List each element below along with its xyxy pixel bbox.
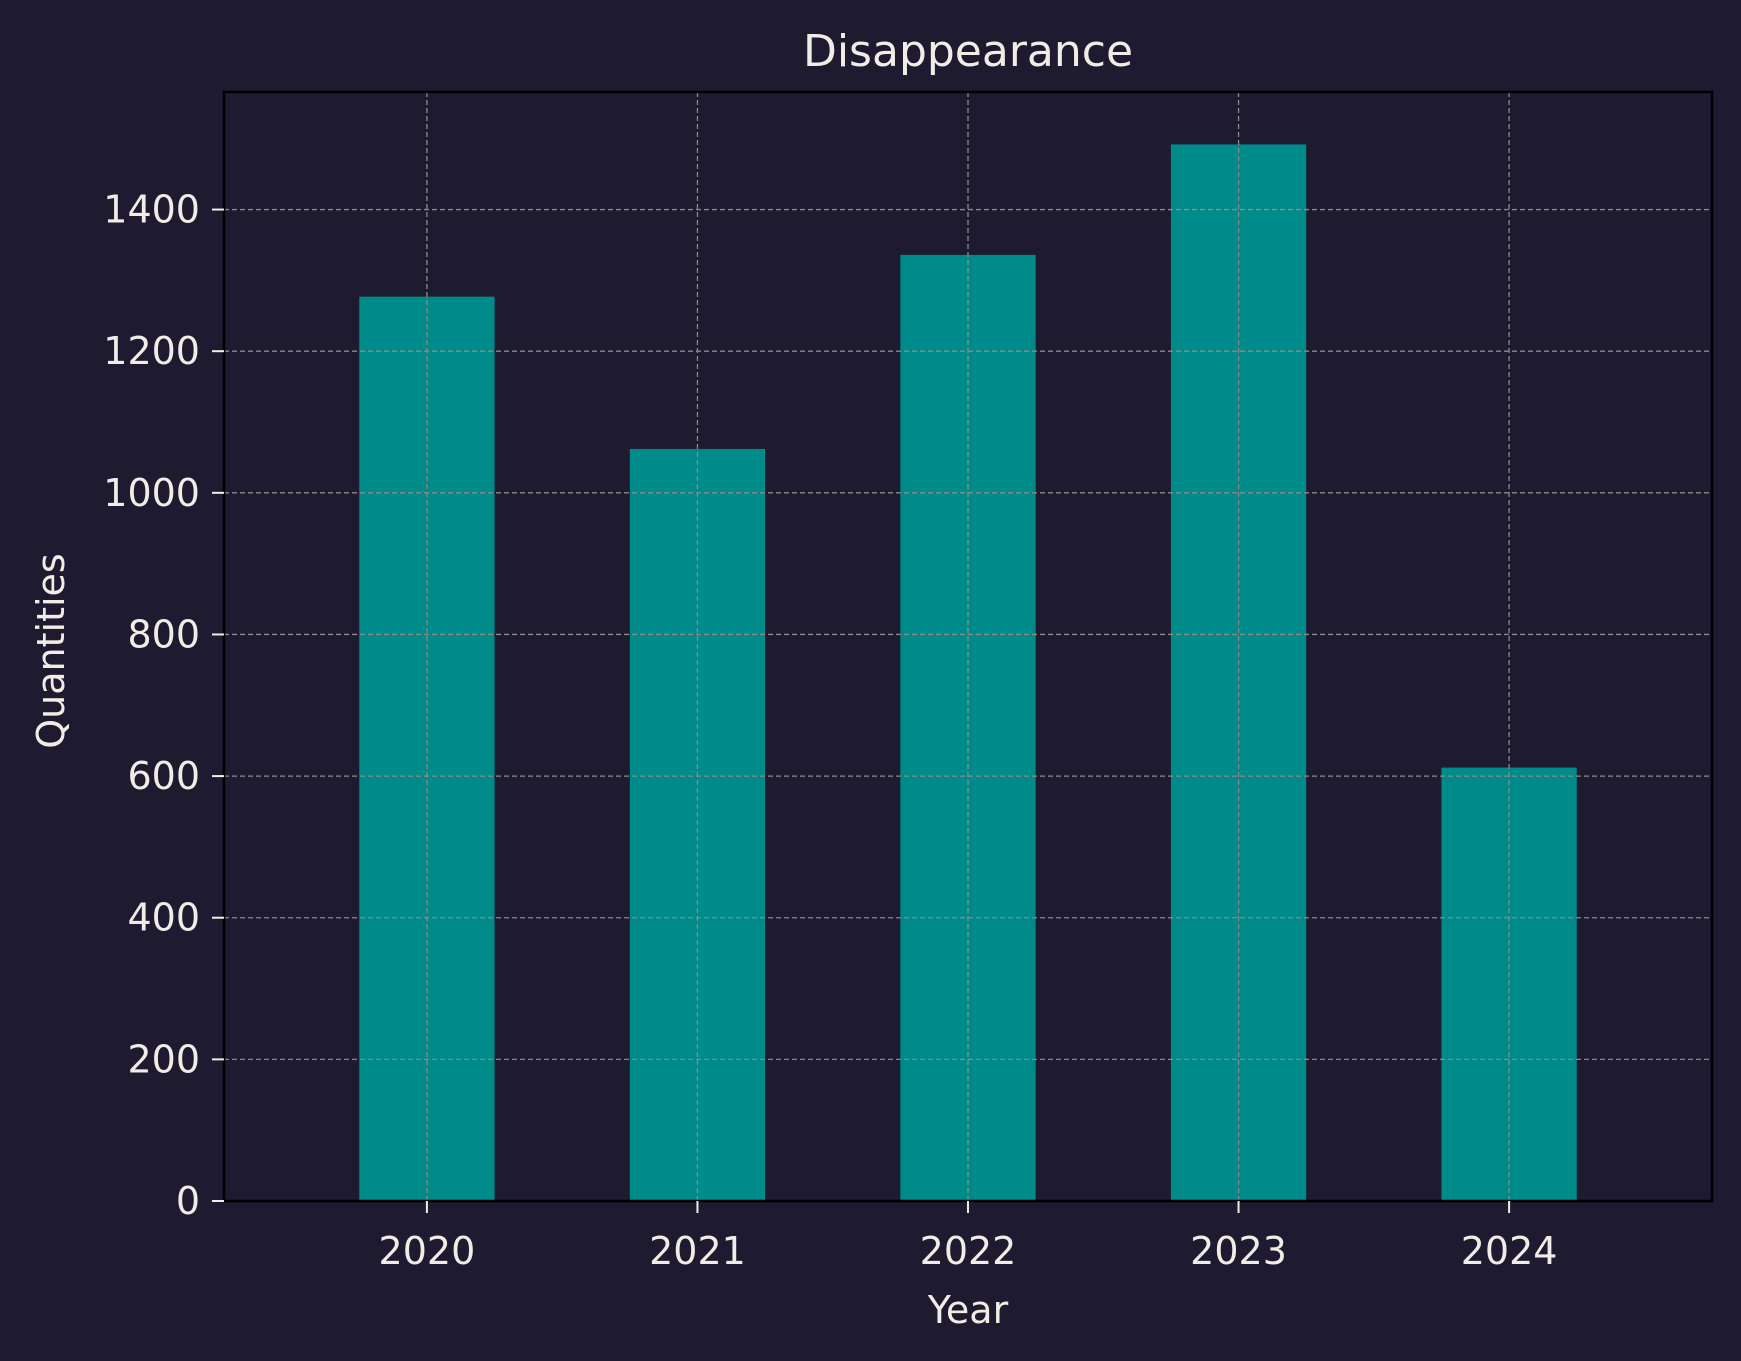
- x-tick-label-2022: 2022: [920, 1229, 1017, 1273]
- ticks: 0 200 400 600 800 1000 1200 1400 2020 2021 2022 202…: [103, 188, 1557, 1273]
- y-tick-label-600: 600: [127, 754, 200, 798]
- y-tick-label-1000: 1000: [103, 471, 200, 515]
- x-tick-label-2024: 2024: [1461, 1229, 1558, 1273]
- x-tick-label-2023: 2023: [1190, 1229, 1287, 1273]
- y-axis-label: Quantities: [29, 553, 73, 748]
- chart-title: Disappearance: [803, 26, 1133, 77]
- x-axis-label: Year: [927, 1288, 1009, 1332]
- y-tick-label-800: 800: [127, 612, 200, 656]
- x-tick-label-2021: 2021: [649, 1229, 746, 1273]
- y-tick-label-200: 200: [127, 1037, 200, 1081]
- y-tick-label-1200: 1200: [103, 329, 200, 373]
- y-tick-label-0: 0: [176, 1179, 200, 1223]
- x-tick-label-2020: 2020: [379, 1229, 476, 1273]
- y-tick-label-1400: 1400: [103, 188, 200, 232]
- y-tick-label-400: 400: [127, 896, 200, 940]
- grid-overlay: [224, 92, 1712, 1201]
